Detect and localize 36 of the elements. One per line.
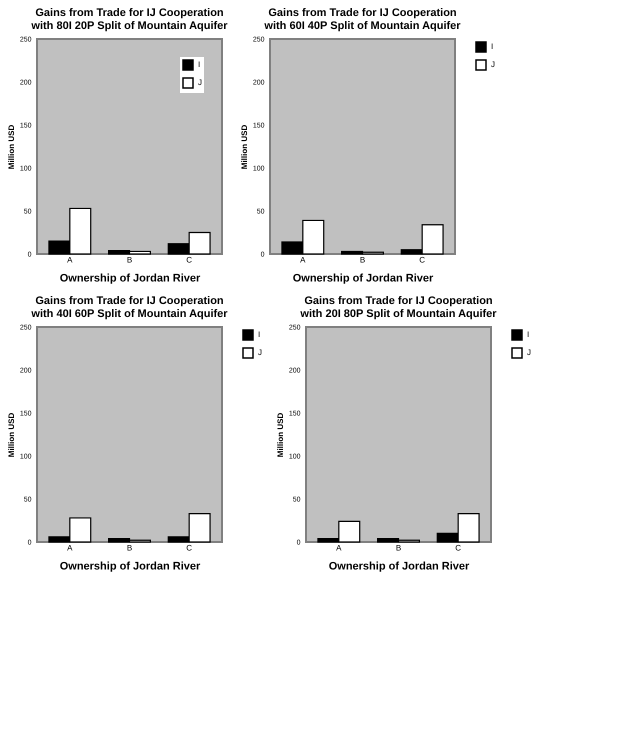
- legend-label: I: [198, 60, 200, 69]
- text: Gains from Trade for IJ Cooperation: [35, 7, 224, 19]
- text: with 40I 60P Split of Mountain Aquifer: [31, 308, 228, 320]
- legend-label: J: [198, 78, 202, 87]
- x-tick-label: B: [126, 544, 132, 552]
- legend-label: I: [491, 42, 494, 51]
- x-tick-label: C: [455, 544, 462, 552]
- x-tick-label: A: [300, 256, 306, 264]
- y-axis-title: Million USD: [6, 412, 16, 458]
- y-axis-title: Million USD: [276, 412, 285, 458]
- text: with 80I 20P Split of Mountain Aquifer: [31, 20, 228, 32]
- x-axis-title: Ownership of Jordan River: [60, 272, 202, 284]
- y-axis-title: Million USD: [6, 124, 16, 170]
- legend-label: I: [527, 330, 530, 339]
- x-tick-label: C: [186, 256, 192, 264]
- x-tick-label: B: [396, 544, 402, 552]
- text: with 20I 80P Split of Mountain Aquifer: [300, 308, 497, 320]
- y-axis-title: Million USD: [240, 124, 249, 170]
- x-axis-title: Ownership of Jordan River: [60, 560, 202, 572]
- text: Gains from Trade for IJ Cooperation: [304, 295, 493, 307]
- text: with 60I 40P Split of Mountain Aquifer: [264, 20, 461, 32]
- x-tick-label: C: [419, 256, 426, 264]
- x-tick-label: B: [360, 256, 366, 264]
- legend-label: J: [491, 60, 495, 69]
- x-tick-label: A: [67, 256, 74, 264]
- legend-label: J: [527, 348, 531, 357]
- x-tick-label: B: [126, 256, 132, 264]
- x-axis-title: Ownership of Jordan River: [328, 560, 470, 572]
- legend-label: I: [258, 330, 260, 339]
- x-tick-label: A: [67, 544, 74, 552]
- x-tick-label: A: [336, 544, 342, 552]
- legend-label: J: [258, 348, 262, 357]
- text: Gains from Trade for IJ Cooperation: [35, 295, 224, 307]
- x-axis-title: Ownership of Jordan River: [292, 272, 434, 284]
- text: Gains from Trade for IJ Cooperation: [268, 7, 457, 19]
- x-tick-label: C: [186, 544, 192, 552]
